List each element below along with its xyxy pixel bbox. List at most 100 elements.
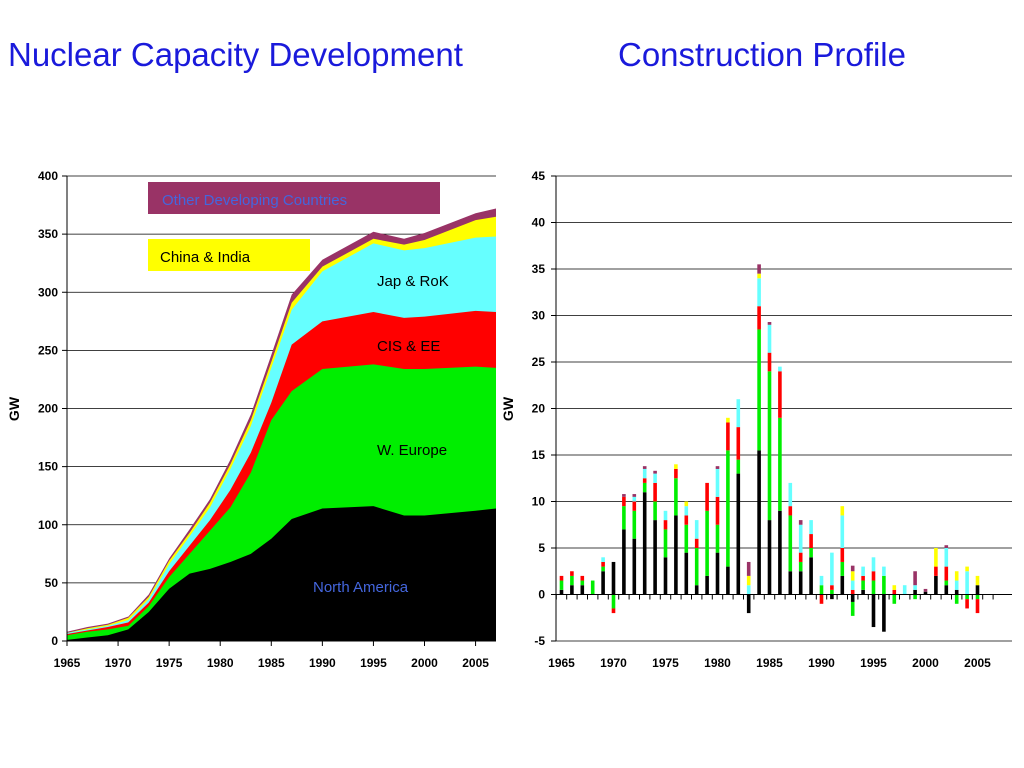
area-x-tick-label: 1975 xyxy=(156,656,183,670)
bar-y-tick-label: 0 xyxy=(538,588,545,602)
bar-cis-ee-1971 xyxy=(622,496,626,507)
bar-y-tick-label: 40 xyxy=(532,216,546,230)
bar-north-america-1985 xyxy=(767,520,772,595)
bar-north-america-1993 xyxy=(850,594,855,602)
bar-w-europe-1992 xyxy=(840,561,845,576)
area-y-tick-label: 300 xyxy=(38,285,58,299)
bar-north-america-1973 xyxy=(642,492,647,595)
bar-w-europe-1965 xyxy=(559,580,564,590)
bar-cis-ee-2001 xyxy=(934,566,938,576)
bar-w-europe-1966 xyxy=(570,575,574,586)
bar-china-india-1993 xyxy=(850,571,855,581)
bar-jap-rok-1996 xyxy=(882,566,886,576)
area-y-tick-label: 400 xyxy=(38,169,58,183)
bar-cis-ee-1977 xyxy=(684,515,689,525)
bar-w-europe-1977 xyxy=(684,524,689,553)
bar-w-europe-1978 xyxy=(694,548,699,586)
bar-jap-rok-1992 xyxy=(840,515,845,548)
bar-y-tick-label: 45 xyxy=(532,169,546,183)
bar-jap-rok-1982 xyxy=(736,399,741,428)
bar-china-india-1984 xyxy=(757,273,761,279)
bar-w-europe-1995 xyxy=(871,580,876,595)
bar-cis-ee-1986 xyxy=(778,371,782,418)
bar-jap-rok-1980 xyxy=(715,468,720,497)
bar-cis-ee-1993 xyxy=(850,589,855,595)
bar-cis-ee-1992 xyxy=(840,548,845,562)
bar-jap-rok-1978 xyxy=(694,520,699,539)
bar-jap-rok-1991 xyxy=(830,552,834,586)
area-x-tick-label: 1970 xyxy=(105,656,132,670)
bar-cis-ee-1984 xyxy=(757,306,761,330)
bar-cis-ee-1989 xyxy=(809,534,813,548)
bar-w-europe-1996 xyxy=(882,575,886,595)
bar-jap-rok-1977 xyxy=(684,506,689,516)
chart-title-capacity: Nuclear Capacity Development xyxy=(8,36,463,73)
bar-north-america-1986 xyxy=(778,510,782,595)
bar-w-europe-1989 xyxy=(809,548,813,558)
bar-north-america-2001 xyxy=(934,575,938,595)
bar-w-europe-1985 xyxy=(767,371,772,521)
bar-jap-rok-1973 xyxy=(642,468,647,479)
bar-x-tick-label: 1965 xyxy=(548,656,575,670)
bar-cis-ee-1974 xyxy=(653,482,657,502)
bar-other-developing-1999 xyxy=(913,571,917,586)
bar-north-america-1982 xyxy=(736,473,741,595)
bar-jap-rok-1989 xyxy=(809,520,813,535)
bar-jap-rok-1984 xyxy=(757,278,761,307)
bar-jap-rok-1975 xyxy=(663,510,668,521)
legend-box-other-developing xyxy=(148,182,440,214)
bar-y-axis-title: GW xyxy=(500,396,516,421)
bar-w-europe-1987 xyxy=(788,515,793,572)
bar-other-developing-1980 xyxy=(715,466,720,469)
bar-y-tick-label: 35 xyxy=(532,262,546,276)
bar-cis-ee-1987 xyxy=(788,506,793,516)
bar-jap-rok-1969 xyxy=(601,557,605,562)
bar-w-europe-1972 xyxy=(632,510,637,539)
bar-china-india-1992 xyxy=(840,506,845,516)
bar-north-america-1965 xyxy=(559,589,564,595)
bar-other-developing-1974 xyxy=(653,470,657,474)
area-series-north-america xyxy=(67,506,496,641)
bar-north-america-1979 xyxy=(705,575,709,595)
bar-jap-rok-1986 xyxy=(778,366,782,372)
bar-north-america-1981 xyxy=(726,566,730,595)
bar-w-europe-1997 xyxy=(892,594,897,604)
bar-other-developing-1993 xyxy=(850,565,855,572)
area-x-tick-label: 1980 xyxy=(207,656,234,670)
area-y-axis-title: GW xyxy=(6,396,22,421)
label-north-america: North America xyxy=(313,579,409,596)
bar-north-america-1976 xyxy=(674,515,678,595)
bar-north-america-1994 xyxy=(861,589,865,595)
bar-cis-ee-1985 xyxy=(767,352,772,372)
bar-x-tick-label: 2005 xyxy=(964,656,991,670)
bar-cis-ee-1988 xyxy=(798,552,803,562)
label-w-europe: W. Europe xyxy=(377,442,447,459)
bar-cis-ee-1972 xyxy=(632,501,637,511)
bar-cis-ee-1976 xyxy=(674,468,678,479)
bar-cis-ee-1975 xyxy=(663,520,668,530)
area-x-tick-label: 1990 xyxy=(309,656,336,670)
bar-china-india-2004 xyxy=(965,566,969,572)
bar-w-europe-1990 xyxy=(819,585,824,595)
bar-north-america-2002 xyxy=(944,585,949,595)
bar-w-europe-1993 xyxy=(850,601,855,616)
bar-north-america-1989 xyxy=(809,557,813,595)
bar-north-america-1974 xyxy=(653,520,657,595)
bar-w-europe-2004 xyxy=(965,594,969,600)
bar-x-tick-label: 2000 xyxy=(912,656,939,670)
bar-y-tick-label: 25 xyxy=(532,355,546,369)
bar-north-america-1967 xyxy=(580,585,585,595)
bar-china-india-2003 xyxy=(954,571,959,581)
bar-north-america-1980 xyxy=(715,552,720,595)
area-y-tick-label: 250 xyxy=(38,343,58,357)
bar-jap-rok-2002 xyxy=(944,548,949,567)
bar-north-america-1996 xyxy=(882,594,886,632)
bar-north-america-1999 xyxy=(913,589,917,595)
area-y-tick-label: 100 xyxy=(38,518,58,532)
bar-north-america-1969 xyxy=(601,571,605,595)
bar-other-developing-1983 xyxy=(746,561,751,576)
bar-jap-rok-1998 xyxy=(902,585,907,595)
bar-jap-rok-1994 xyxy=(861,566,865,576)
area-x-tick-label: 2005 xyxy=(462,656,489,670)
bar-y-tick-label: -5 xyxy=(534,634,545,648)
